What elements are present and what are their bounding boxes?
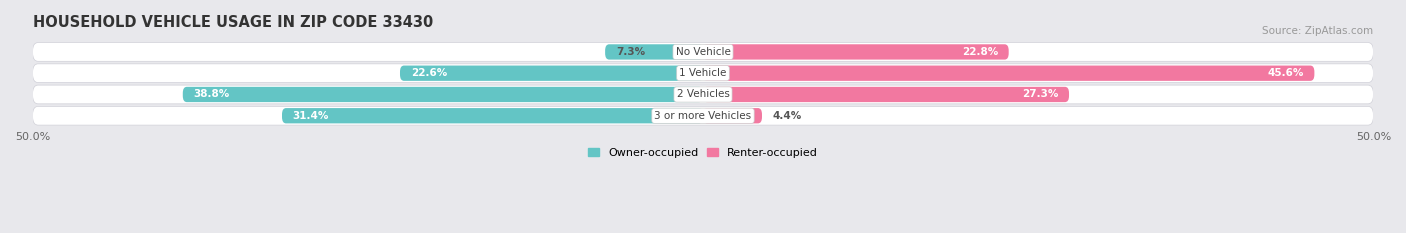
FancyBboxPatch shape <box>703 65 1315 81</box>
FancyBboxPatch shape <box>183 87 703 102</box>
Text: 4.4%: 4.4% <box>773 111 801 121</box>
FancyBboxPatch shape <box>605 44 703 60</box>
FancyBboxPatch shape <box>32 85 1374 104</box>
FancyBboxPatch shape <box>399 65 703 81</box>
Text: 45.6%: 45.6% <box>1267 68 1303 78</box>
Text: 27.3%: 27.3% <box>1022 89 1059 99</box>
Text: 1 Vehicle: 1 Vehicle <box>679 68 727 78</box>
Text: 38.8%: 38.8% <box>194 89 229 99</box>
Text: 22.8%: 22.8% <box>962 47 998 57</box>
Text: HOUSEHOLD VEHICLE USAGE IN ZIP CODE 33430: HOUSEHOLD VEHICLE USAGE IN ZIP CODE 3343… <box>32 15 433 30</box>
Text: 7.3%: 7.3% <box>616 47 645 57</box>
FancyBboxPatch shape <box>32 64 1374 82</box>
Text: 22.6%: 22.6% <box>411 68 447 78</box>
Text: No Vehicle: No Vehicle <box>675 47 731 57</box>
Legend: Owner-occupied, Renter-occupied: Owner-occupied, Renter-occupied <box>583 144 823 162</box>
FancyBboxPatch shape <box>32 106 1374 125</box>
Text: 31.4%: 31.4% <box>292 111 329 121</box>
FancyBboxPatch shape <box>283 108 703 123</box>
Text: Source: ZipAtlas.com: Source: ZipAtlas.com <box>1263 26 1374 36</box>
FancyBboxPatch shape <box>703 87 1069 102</box>
Text: 2 Vehicles: 2 Vehicles <box>676 89 730 99</box>
FancyBboxPatch shape <box>703 44 1008 60</box>
FancyBboxPatch shape <box>32 43 1374 61</box>
FancyBboxPatch shape <box>703 108 762 123</box>
Text: 3 or more Vehicles: 3 or more Vehicles <box>654 111 752 121</box>
